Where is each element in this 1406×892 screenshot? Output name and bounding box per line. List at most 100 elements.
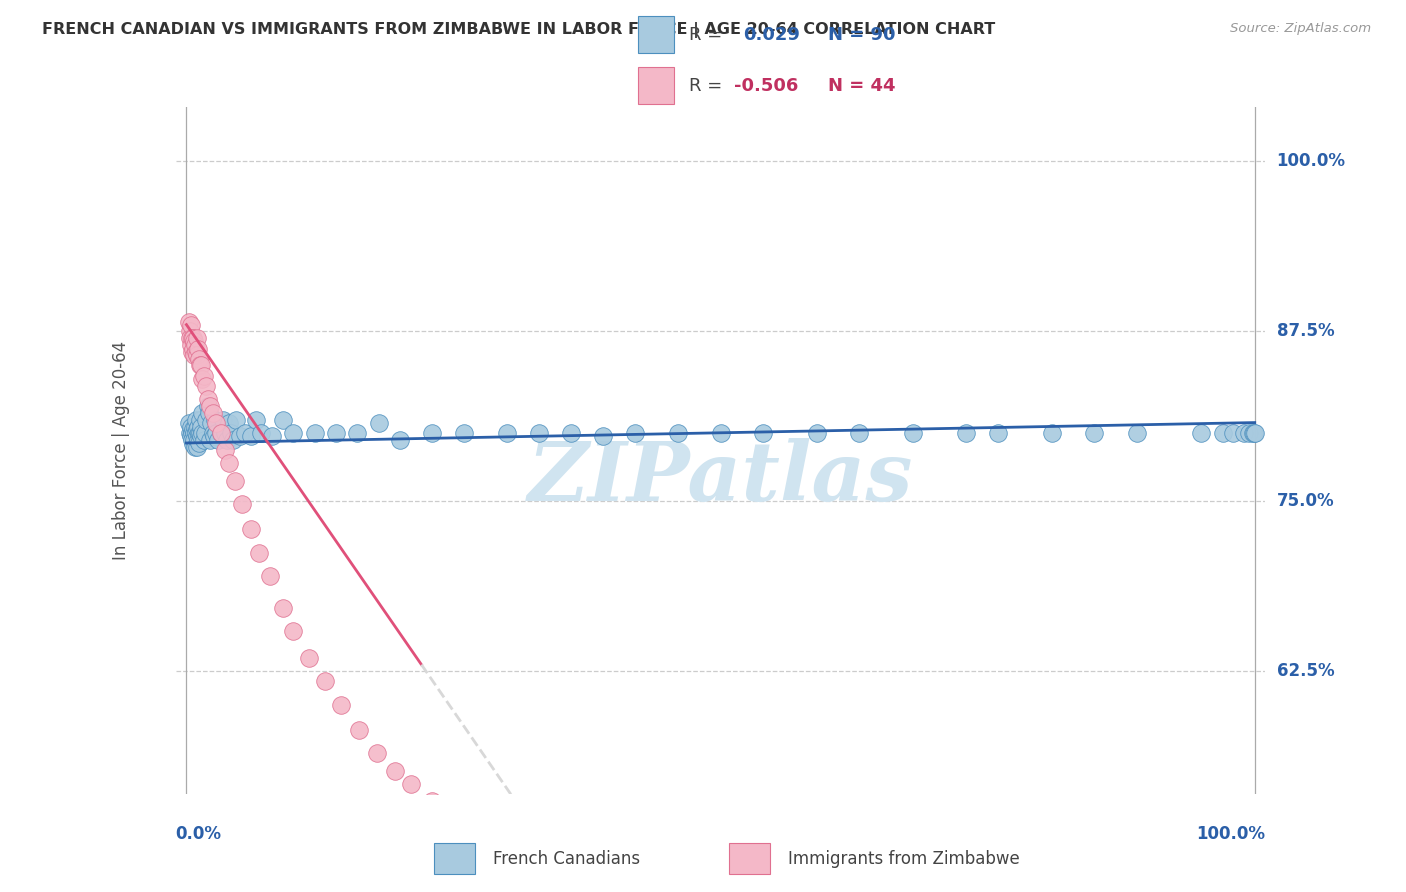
Point <box>179 331 201 345</box>
Point <box>197 392 219 407</box>
Point <box>184 413 207 427</box>
Point <box>384 764 406 778</box>
Text: 87.5%: 87.5% <box>1277 322 1334 341</box>
Point <box>180 344 202 359</box>
Text: ZIPatlas: ZIPatlas <box>527 438 914 518</box>
Point <box>1126 426 1149 441</box>
Point <box>186 331 208 345</box>
Point <box>330 698 353 713</box>
Point <box>271 600 294 615</box>
Point <box>186 422 208 436</box>
Point <box>184 344 207 359</box>
Point <box>224 474 246 488</box>
Point <box>183 434 205 448</box>
Point <box>184 426 207 441</box>
Point <box>181 422 204 436</box>
Text: 100.0%: 100.0% <box>1277 153 1346 170</box>
Point <box>184 440 207 454</box>
Point <box>188 426 211 441</box>
Text: N = 44: N = 44 <box>828 77 896 95</box>
Point <box>181 342 204 356</box>
Point <box>183 426 205 441</box>
Text: R =: R = <box>689 26 728 44</box>
Point <box>231 497 253 511</box>
Point <box>209 426 232 441</box>
Point <box>560 426 582 441</box>
Point <box>198 434 221 448</box>
Point <box>592 429 614 443</box>
Point <box>314 673 336 688</box>
Point <box>250 426 273 441</box>
Point <box>1189 426 1212 441</box>
Point <box>752 426 775 441</box>
Point <box>180 419 202 434</box>
Point <box>271 413 294 427</box>
Text: 100.0%: 100.0% <box>1197 825 1265 843</box>
Point <box>188 359 211 373</box>
Point <box>1233 426 1256 441</box>
Point <box>191 426 214 441</box>
Point <box>239 522 262 536</box>
Text: 0.029: 0.029 <box>744 26 800 44</box>
Point <box>806 426 828 441</box>
Point <box>283 624 305 638</box>
Point <box>366 746 388 760</box>
Point <box>205 416 228 430</box>
Point <box>245 413 267 427</box>
Point <box>222 434 245 448</box>
Point <box>204 413 226 427</box>
Point <box>193 369 215 384</box>
Point <box>184 338 207 352</box>
Point <box>181 331 204 345</box>
Point <box>710 426 733 441</box>
Point <box>225 413 247 427</box>
Point <box>1239 426 1261 441</box>
Text: FRENCH CANADIAN VS IMMIGRANTS FROM ZIMBABWE IN LABOR FORCE | AGE 20-64 CORRELATI: FRENCH CANADIAN VS IMMIGRANTS FROM ZIMBA… <box>42 22 995 38</box>
Text: -0.506: -0.506 <box>734 77 799 95</box>
Point <box>624 426 647 441</box>
Point <box>180 338 202 352</box>
Point <box>367 416 389 430</box>
Point <box>198 406 221 420</box>
Point <box>202 426 225 441</box>
Point <box>177 315 200 329</box>
Point <box>229 429 252 443</box>
Point <box>298 651 321 665</box>
Point <box>221 426 243 441</box>
Point <box>218 416 240 430</box>
Point <box>202 406 225 420</box>
Point <box>191 372 214 386</box>
Point <box>190 429 212 443</box>
Point <box>496 426 519 441</box>
Point <box>188 351 211 366</box>
Bar <box>638 16 673 53</box>
Point <box>186 348 208 362</box>
Text: N = 90: N = 90 <box>828 26 896 44</box>
Point <box>214 442 236 457</box>
Point <box>186 440 208 454</box>
Bar <box>638 68 673 104</box>
Point <box>194 413 217 427</box>
Point <box>191 406 214 420</box>
Text: 0.0%: 0.0% <box>176 825 222 843</box>
Point <box>420 426 443 441</box>
Point <box>283 426 305 441</box>
Point <box>218 456 240 470</box>
Point <box>190 419 212 434</box>
Point <box>1243 426 1265 441</box>
Point <box>186 429 208 443</box>
Point <box>666 426 689 441</box>
Point <box>1083 426 1105 441</box>
Point <box>180 331 202 345</box>
Text: French Canadians: French Canadians <box>492 849 640 868</box>
Point <box>1241 426 1264 441</box>
Point <box>194 426 217 441</box>
Point <box>184 419 207 434</box>
Text: Source: ZipAtlas.com: Source: ZipAtlas.com <box>1230 22 1371 36</box>
Point <box>188 413 211 427</box>
Point <box>187 434 209 448</box>
Point <box>180 434 202 448</box>
Text: R =: R = <box>689 77 728 95</box>
Point <box>1040 426 1063 441</box>
Point <box>190 359 212 373</box>
